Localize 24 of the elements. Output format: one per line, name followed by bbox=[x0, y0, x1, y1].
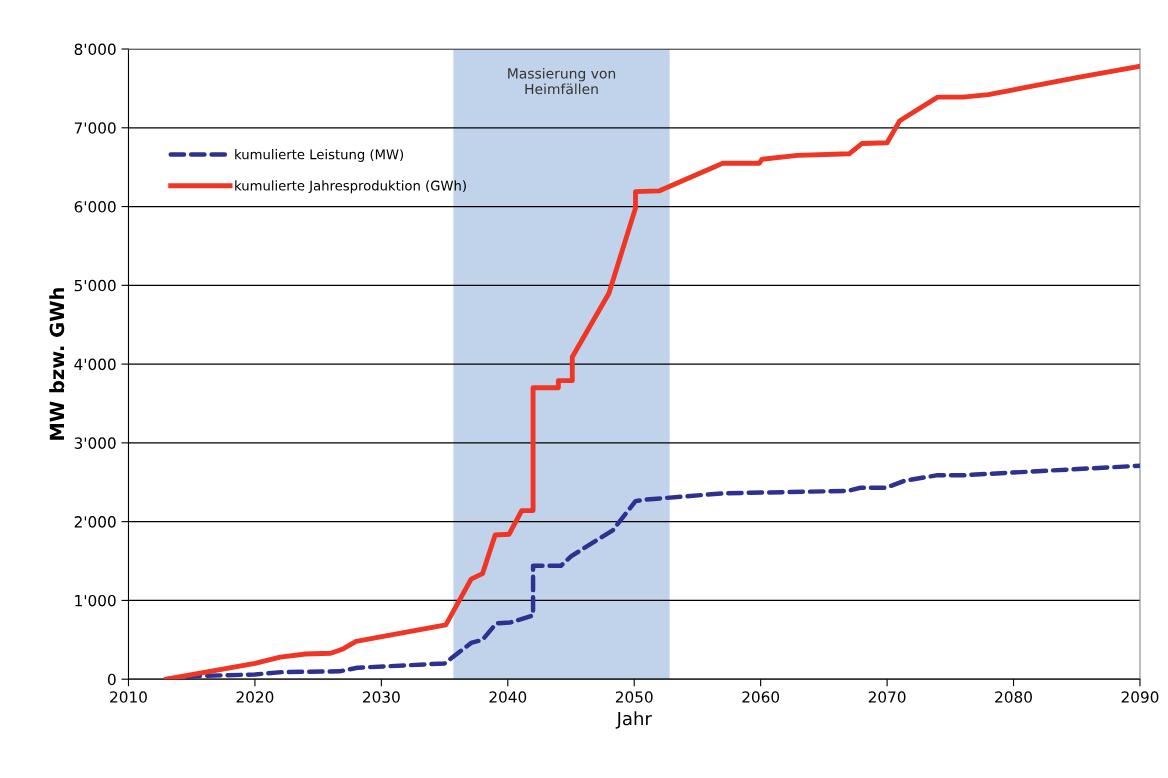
x-tick-label: 2060 bbox=[742, 691, 780, 703]
x-tick-label: 2050 bbox=[615, 691, 653, 703]
y-tick-label: 1'000 bbox=[75, 594, 116, 607]
line-series bbox=[163, 63, 1140, 680]
y-tick-label: 6'000 bbox=[74, 201, 116, 213]
y-axis-title: MW bzw. GWh bbox=[49, 288, 65, 440]
x-tick-label: 2010 bbox=[110, 691, 147, 703]
y-tick-label: 0 bbox=[107, 673, 116, 686]
x-tick-label: 2090 bbox=[1121, 691, 1159, 703]
y-tick-label: 4'000 bbox=[74, 358, 116, 371]
y-tick-label: 5'000 bbox=[74, 279, 116, 292]
x-tick-label: 2080 bbox=[995, 691, 1032, 703]
x-tick-label: 2040 bbox=[489, 691, 527, 703]
legend-label: kumulierte Jahresproduktion (GWh) bbox=[235, 180, 466, 194]
legend-label: kumulierte Leistung (MW) bbox=[235, 149, 404, 162]
band-label: Massierung von Heimfällen bbox=[508, 67, 616, 95]
x-tick-label: 2020 bbox=[236, 691, 274, 703]
y-tick-label: 3'000 bbox=[74, 437, 116, 449]
x-tick-label: 2070 bbox=[868, 691, 906, 703]
y-tick-label: 2'000 bbox=[74, 516, 116, 528]
x-axis-title: Jahr bbox=[615, 711, 652, 729]
y-tick-label: 7'000 bbox=[74, 122, 116, 134]
x-tick-label: 2030 bbox=[363, 691, 400, 703]
y-tick-label: 8'000 bbox=[74, 43, 116, 56]
